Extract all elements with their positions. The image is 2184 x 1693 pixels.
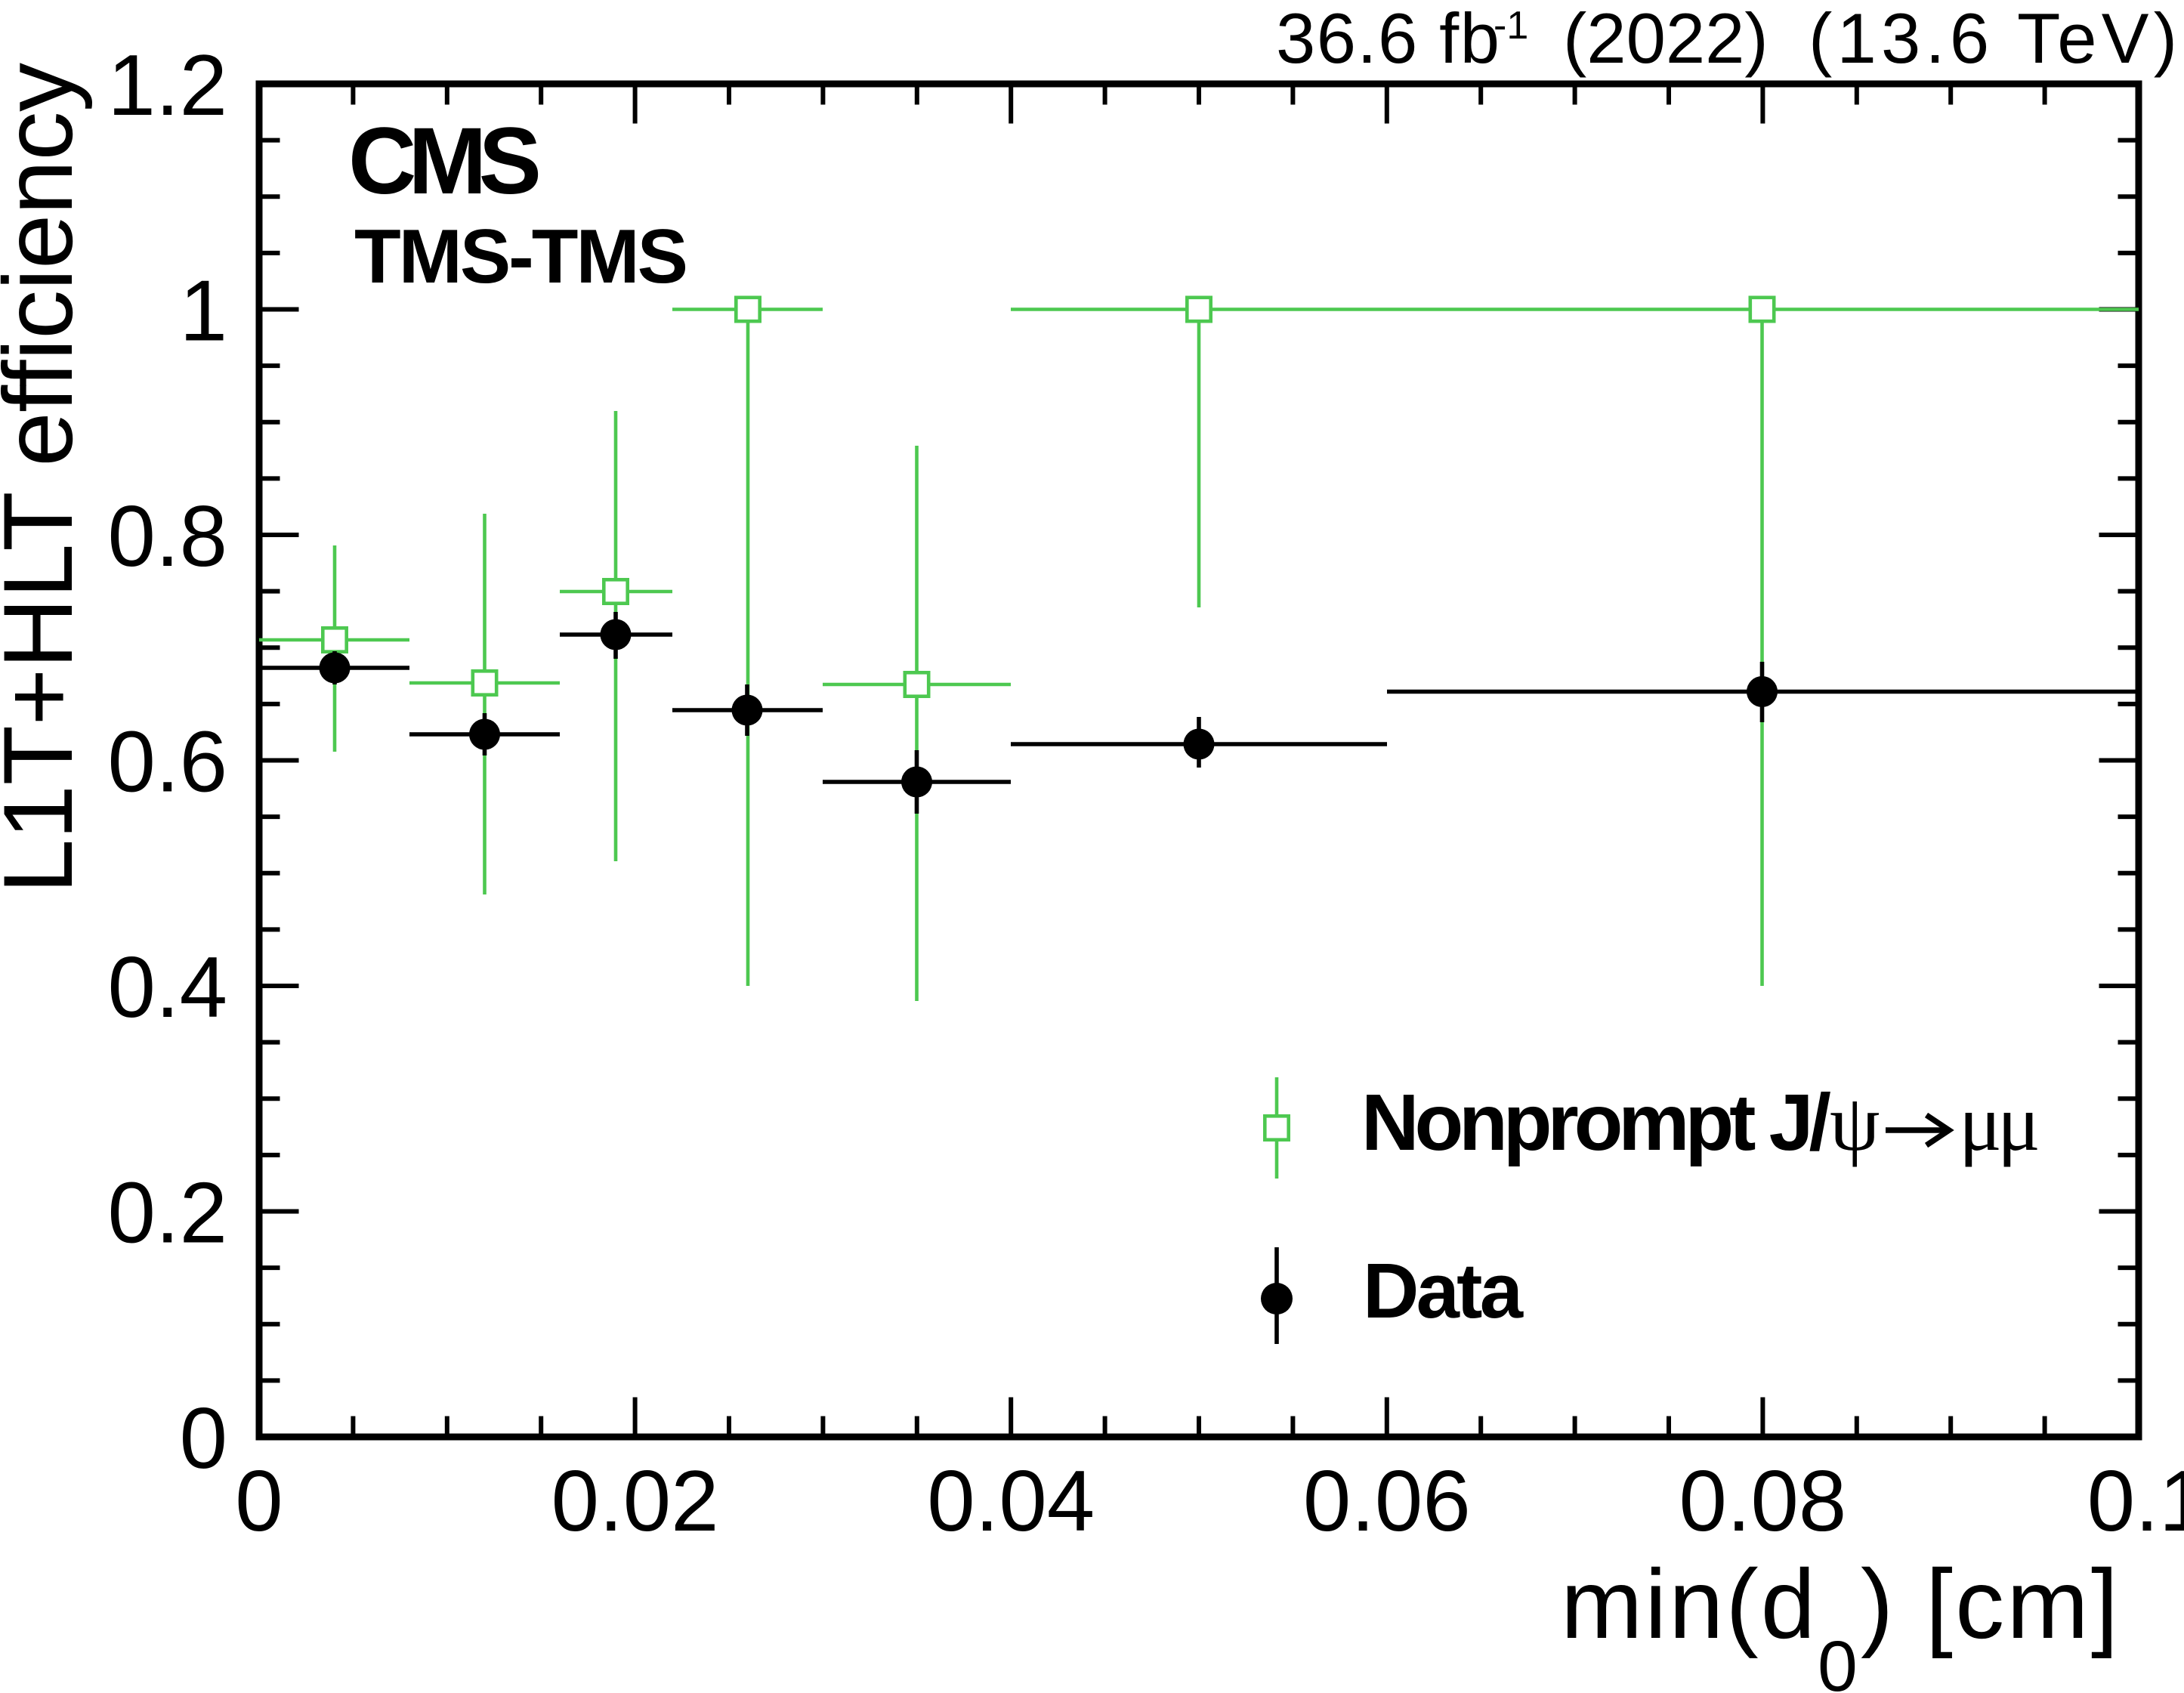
svg-text:Data: Data [1363, 1247, 1524, 1334]
svg-text:0.8: 0.8 [108, 489, 227, 585]
svg-text:0: 0 [180, 1391, 227, 1487]
svg-text:Nonprompt J/: Nonprompt J/ [1361, 1078, 1831, 1167]
svg-text:) [cm]: ) [cm] [1861, 1549, 2118, 1659]
svg-text:ψ: ψ [1830, 1079, 1880, 1167]
svg-text:CMS: CMS [348, 109, 542, 214]
svg-text:1: 1 [180, 264, 227, 360]
svg-text:L1T+HLT efficiency: L1T+HLT efficiency [0, 63, 93, 894]
svg-text:0.02: 0.02 [551, 1454, 719, 1549]
svg-text:0.4: 0.4 [108, 940, 227, 1036]
svg-text:0.04: 0.04 [927, 1454, 1095, 1549]
svg-text:36.6 fb: 36.6 fb [1276, 0, 1500, 78]
svg-text:(2022): (2022) [1563, 0, 1769, 78]
svg-text:0.2: 0.2 [108, 1166, 227, 1262]
svg-text:0.06: 0.06 [1303, 1454, 1471, 1549]
svg-text:TMS-TMS: TMS-TMS [354, 215, 688, 299]
svg-text:0.08: 0.08 [1679, 1454, 1846, 1549]
svg-text:0.6: 0.6 [108, 715, 227, 811]
svg-text:0: 0 [235, 1454, 283, 1549]
svg-text:μ: μ [1959, 1079, 2002, 1167]
svg-text:min(d: min(d [1561, 1549, 1815, 1659]
svg-text:1.2: 1.2 [108, 38, 227, 134]
svg-text:0.1: 0.1 [2087, 1454, 2184, 1549]
svg-text:0: 0 [1818, 1627, 1858, 1693]
svg-text:-1: -1 [1494, 4, 1528, 48]
svg-text:μ: μ [1997, 1079, 2040, 1167]
